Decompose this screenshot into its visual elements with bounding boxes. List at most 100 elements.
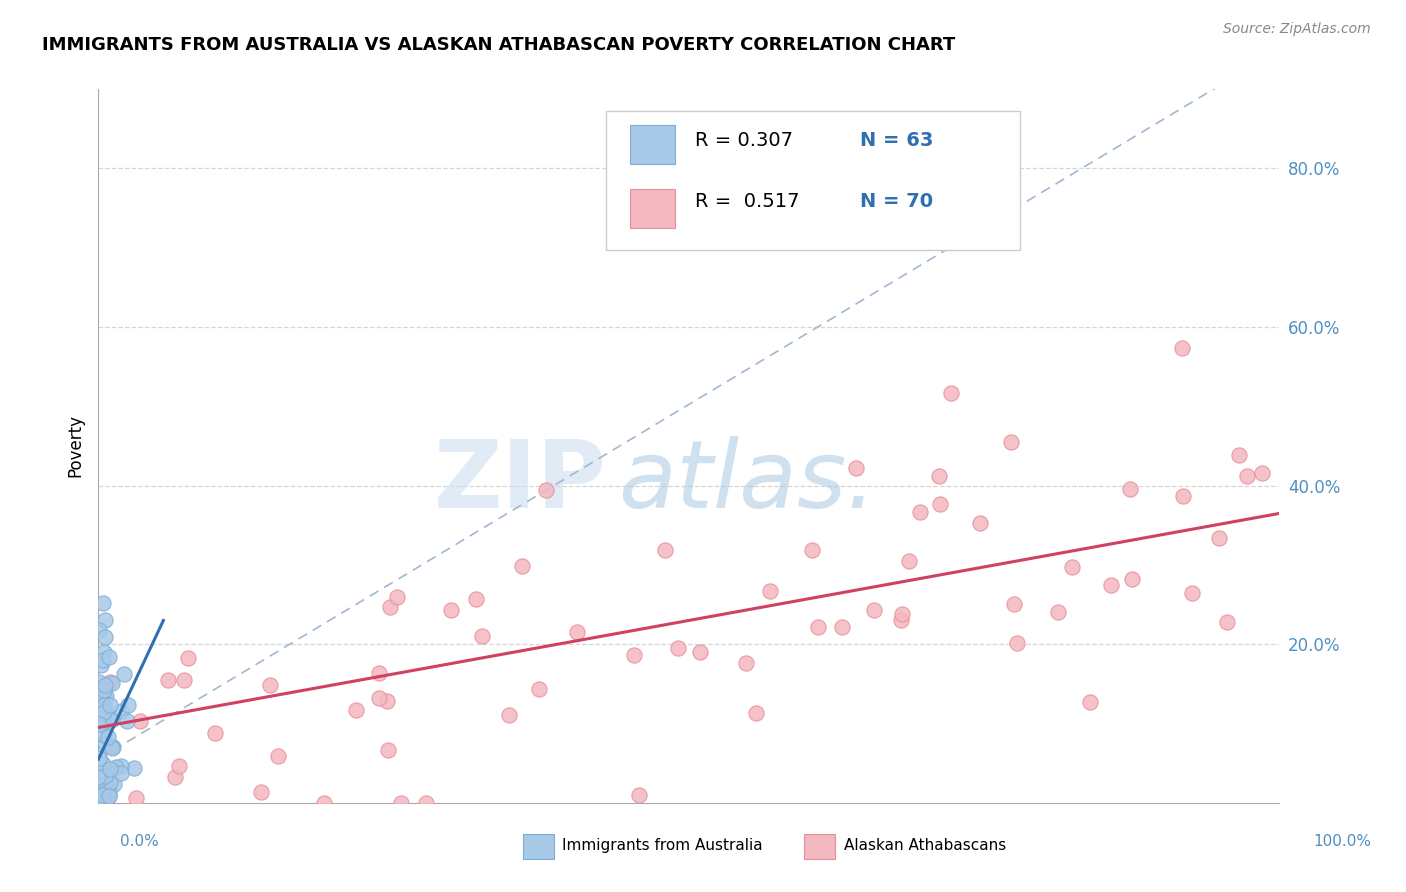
Point [90, 764, 112, 779]
Point [93, 688, 115, 702]
Point [862, 603, 884, 617]
Point [628, 788, 651, 802]
Point [124, 761, 146, 775]
Point [90, 689, 112, 703]
Point [93, 728, 115, 742]
Point [415, 796, 437, 810]
Point [87, 623, 110, 637]
Point [98, 766, 121, 780]
Point [735, 656, 758, 670]
Point [93, 645, 115, 659]
Point [807, 620, 830, 634]
Point [267, 749, 290, 764]
Point [259, 678, 281, 692]
Point [98, 789, 121, 804]
Point [928, 469, 950, 483]
Point [91, 780, 114, 795]
Point [344, 703, 367, 717]
Point [1121, 572, 1143, 586]
Point [928, 497, 950, 511]
Point [104, 760, 127, 774]
Point [94, 613, 117, 627]
Point [1236, 468, 1258, 483]
Text: 0.0%: 0.0% [120, 834, 159, 849]
Point [969, 516, 991, 530]
Point [1078, 695, 1101, 709]
Point [845, 461, 868, 475]
Point [250, 785, 273, 799]
Point [1227, 448, 1250, 462]
Point [100, 739, 122, 754]
Point [87, 769, 110, 783]
FancyBboxPatch shape [630, 125, 675, 164]
Point [101, 740, 124, 755]
Point [204, 725, 226, 739]
Point [510, 559, 533, 574]
Point [100, 775, 122, 789]
Text: N = 63: N = 63 [860, 131, 934, 150]
Point [97, 785, 120, 799]
Point [94, 787, 117, 801]
Point [101, 675, 124, 690]
Point [745, 706, 768, 720]
Point [536, 483, 558, 497]
Point [1002, 597, 1025, 611]
Point [93, 788, 115, 802]
Point [623, 648, 645, 663]
Point [897, 553, 920, 567]
Point [94, 718, 117, 732]
Point [375, 694, 398, 708]
Point [666, 641, 689, 656]
Point [91, 653, 114, 667]
Point [378, 600, 401, 615]
Point [110, 765, 132, 780]
Point [167, 759, 190, 773]
Point [177, 651, 200, 665]
Point [1119, 482, 1142, 496]
Point [96, 707, 118, 722]
Point [1047, 606, 1070, 620]
Point [89, 674, 111, 689]
Point [890, 613, 912, 627]
Point [387, 590, 409, 604]
Point [831, 620, 853, 634]
Point [110, 759, 132, 773]
Point [112, 667, 135, 681]
Point [389, 796, 412, 810]
Point [312, 796, 335, 810]
Point [115, 714, 138, 729]
Y-axis label: Poverty: Poverty [66, 415, 84, 477]
Text: Immigrants from Australia: Immigrants from Australia [562, 838, 763, 853]
Point [1060, 560, 1083, 574]
Point [90, 684, 112, 698]
Point [94, 689, 117, 703]
Point [93, 698, 115, 712]
Point [440, 603, 463, 617]
Point [498, 708, 520, 723]
Point [1173, 490, 1195, 504]
FancyBboxPatch shape [606, 111, 1019, 250]
Point [87, 783, 110, 797]
Point [1171, 341, 1194, 355]
Point [156, 673, 179, 687]
Text: Alaskan Athabascans: Alaskan Athabascans [844, 838, 1005, 853]
Point [93, 757, 115, 772]
Text: Source: ZipAtlas.com: Source: ZipAtlas.com [1223, 22, 1371, 37]
Point [94, 630, 117, 644]
Point [1250, 467, 1272, 481]
Point [94, 678, 117, 692]
Point [1005, 635, 1028, 649]
Point [368, 665, 391, 680]
Point [91, 692, 114, 706]
FancyBboxPatch shape [630, 189, 675, 228]
Text: R =  0.517: R = 0.517 [695, 193, 800, 211]
Point [98, 675, 121, 690]
Point [91, 794, 114, 808]
Point [100, 740, 122, 755]
Point [89, 751, 111, 765]
Point [89, 750, 111, 764]
Point [97, 789, 120, 804]
Point [89, 772, 111, 787]
Point [97, 730, 120, 744]
Point [939, 386, 962, 401]
